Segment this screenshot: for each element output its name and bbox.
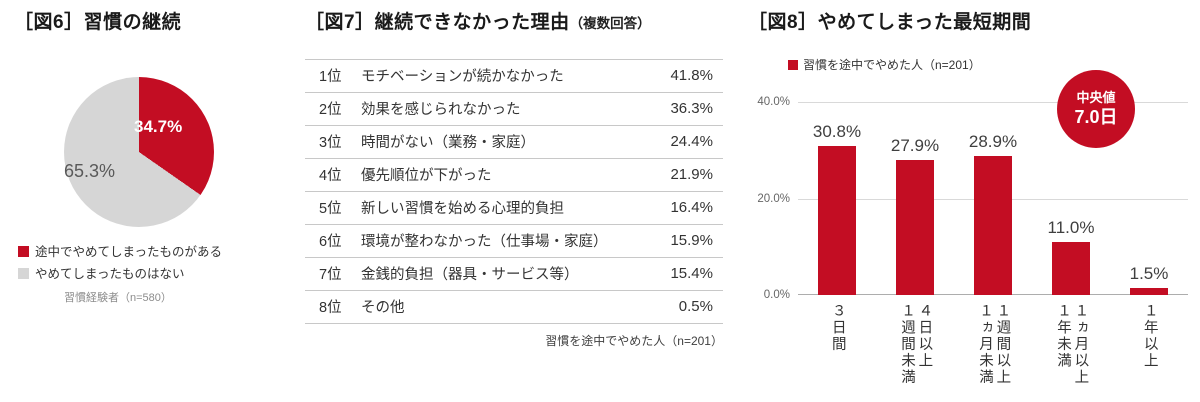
- fig8-xaxis-spacer: [748, 295, 798, 386]
- fig6-legend-item: 途中でやめてしまったものがある: [18, 241, 296, 263]
- fig8-y-tick-label: 0.0%: [763, 289, 790, 301]
- fig7-value: 36.3%: [670, 100, 713, 118]
- fig7-table-row: 8位 その他 0.5%: [305, 289, 723, 323]
- fig6-legend-label: やめてしまったものはない: [35, 266, 185, 281]
- fig6-pie-value-quit: 34.7%: [134, 116, 183, 136]
- fig8-title: ［図8］やめてしまった最短期間: [748, 12, 1032, 33]
- fig7-reason: 金銭的負担（器具・サービス等）: [361, 267, 579, 284]
- fig6-legend-label: 途中でやめてしまったものがある: [35, 244, 223, 259]
- fig8-x-label: １年以上: [1110, 295, 1188, 386]
- fig8-median-badge: 中央値 7.0日: [1057, 70, 1135, 148]
- fig8-xaxis-row: ３日間 ４日以上 １週間未満 １週間以上 １ヵ月未満 １ヵ月以上 １年未満 １年以上: [748, 295, 1188, 386]
- fig8-bars: 30.8% 27.9% 28.9% 11.0% 1.5%: [798, 102, 1188, 295]
- fig7-table-row: 6位 環境が整わなかった（仕事場・家庭） 15.9%: [305, 223, 723, 257]
- legend-swatch-icon: [18, 245, 29, 257]
- fig7-rank: 8位: [319, 300, 342, 317]
- fig8-bar: [896, 160, 934, 295]
- fig7-title-main: ［図7］継続できなかった理由: [305, 12, 570, 33]
- fig8-bar-chart: 40.0% 20.0% 0.0% 30.8% 27.9% 28.9% 11.0% 1.5% …: [748, 96, 1188, 386]
- legend-swatch-icon: [18, 267, 29, 279]
- fig8-badge-value: 7.0日: [1074, 106, 1118, 127]
- fig7-table: 1位 モチベーションが続かなかった 41.8% 2位 効果を感じられなかった 36.3% 3…: [305, 58, 723, 324]
- fig8-bar-column: 27.9%: [876, 102, 954, 295]
- fig8-bar: [818, 146, 856, 295]
- fig8-legend: 習慣を途中でやめた人（n=201）: [788, 56, 981, 73]
- fig7-reason: 新しい習慣を始める心理的負担: [361, 201, 564, 218]
- fig6-legend: 途中でやめてしまったものがある やめてしまったものはない: [18, 241, 296, 285]
- fig8-badge-label: 中央値: [1076, 89, 1116, 105]
- fig8-x-label-text: ４日以上 １週間未満: [899, 303, 933, 386]
- fig7-rank: 7位: [319, 267, 342, 284]
- fig6-pie-chart: 34.7% 65.3%: [64, 76, 214, 227]
- fig7-table-row: 1位 モチベーションが続かなかった 41.8%: [305, 58, 723, 92]
- fig7-reason: 優先順位が下がった: [361, 168, 492, 185]
- fig7-rank: 2位: [319, 102, 342, 119]
- fig6-pie-value-none: 65.3%: [64, 160, 116, 181]
- fig8-y-tick-label: 20.0%: [757, 192, 790, 205]
- fig7-reason: 時間がない（業務・家庭）: [361, 135, 535, 152]
- fig8-x-label: ４日以上 １週間未満: [876, 295, 954, 386]
- fig6-panel: ［図6］習慣の継続 34.7% 65.3% 途中でやめてしまったものがある やめて…: [14, 10, 296, 305]
- fig8-bar-column: 28.9%: [954, 102, 1032, 295]
- fig7-rank: 5位: [319, 201, 342, 218]
- fig8-bar-value-label: 28.9%: [968, 131, 1018, 151]
- fig8-bar-value-label: 27.9%: [890, 136, 940, 156]
- fig8-bar-value-label: 11.0%: [1047, 217, 1095, 237]
- fig7-reason: 効果を感じられなかった: [361, 102, 521, 119]
- fig8-x-label: ３日間: [798, 295, 876, 386]
- fig8-x-label-text: １週間以上 １ヵ月未満: [977, 303, 1011, 386]
- fig7-reason: モチベーションが続かなかった: [361, 69, 564, 86]
- fig8-x-label: １ヵ月以上 １年未満: [1032, 295, 1110, 386]
- fig7-value: 0.5%: [678, 298, 713, 316]
- fig6-title: ［図6］習慣の継続: [14, 12, 182, 33]
- fig6-legend-item: やめてしまったものはない: [18, 263, 296, 285]
- fig8-y-axis: 40.0% 20.0% 0.0%: [748, 96, 798, 301]
- fig7-footnote: 習慣を途中でやめた人（n=201）: [545, 333, 723, 348]
- fig7-table-row: 4位 優先順位が下がった 21.9%: [305, 157, 723, 191]
- fig7-value: 21.9%: [670, 166, 713, 184]
- fig7-table-row: 3位 時間がない（業務・家庭） 24.4%: [305, 124, 723, 158]
- fig8-x-label-text: １年以上: [1141, 303, 1158, 369]
- fig7-table-row: 2位 効果を感じられなかった 36.3%: [305, 91, 723, 125]
- legend-swatch-icon: [788, 59, 798, 70]
- fig7-title-note: （複数回答）: [569, 16, 651, 31]
- fig7-value: 41.8%: [670, 67, 713, 85]
- fig7-table-row: 7位 金銭的負担（器具・サービス等） 15.4%: [305, 256, 723, 290]
- fig8-y-tick-label: 40.0%: [757, 96, 790, 108]
- fig8-bar-column: 30.8%: [798, 102, 876, 295]
- fig8-bar: [1130, 287, 1168, 295]
- fig7-value: 15.4%: [670, 265, 713, 283]
- fig6-footnote: 習慣経験者（n=580）: [64, 291, 172, 304]
- fig8-bar-column: 11.0%: [1032, 102, 1110, 295]
- fig7-panel: ［図7］継続できなかった理由（複数回答） 1位 モチベーションが続かなかった 41.…: [305, 10, 723, 349]
- fig7-title: ［図7］継続できなかった理由（複数回答）: [305, 10, 723, 37]
- fig7-reason: 環境が整わなかった（仕事場・家庭）: [361, 234, 608, 251]
- fig8-bar-value-label: 30.8%: [812, 122, 862, 142]
- fig8-bar-value-label: 1.5%: [1129, 263, 1169, 283]
- fig7-rank: 1位: [319, 69, 342, 86]
- fig8-bar: [974, 155, 1012, 295]
- fig8-x-label: １週間以上 １ヵ月未満: [954, 295, 1032, 386]
- fig7-reason: その他: [361, 300, 405, 317]
- fig7-table-row: 5位 新しい習慣を始める心理的負担 16.4%: [305, 190, 723, 224]
- fig6-pie: [64, 76, 214, 227]
- fig8-plot-row: 40.0% 20.0% 0.0% 30.8% 27.9% 28.9% 11.0% 1.5%: [748, 96, 1188, 301]
- fig8-panel: ［図8］やめてしまった最短期間 習慣を途中でやめた人（n=201） 中央値 7.…: [748, 10, 1188, 400]
- fig7-value: 24.4%: [670, 133, 713, 151]
- fig8-legend-label: 習慣を途中でやめた人（n=201）: [803, 58, 981, 72]
- fig7-rank: 6位: [319, 234, 342, 251]
- fig7-value: 16.4%: [670, 199, 713, 217]
- fig8-bar: [1052, 241, 1090, 295]
- fig7-rank: 3位: [319, 135, 342, 152]
- fig8-x-label-text: ３日間: [829, 303, 846, 353]
- fig7-rank: 4位: [319, 168, 342, 185]
- fig7-value: 15.9%: [670, 232, 713, 250]
- fig8-gridline: [798, 102, 1188, 103]
- fig8-plot-area: 30.8% 27.9% 28.9% 11.0% 1.5%: [798, 102, 1188, 295]
- fig8-x-label-text: １ヵ月以上 １年未満: [1055, 303, 1089, 386]
- fig8-x-axis: ３日間 ４日以上 １週間未満 １週間以上 １ヵ月未満 １ヵ月以上 １年未満 １年以上: [798, 295, 1188, 386]
- fig8-bar-column: 1.5%: [1110, 102, 1188, 295]
